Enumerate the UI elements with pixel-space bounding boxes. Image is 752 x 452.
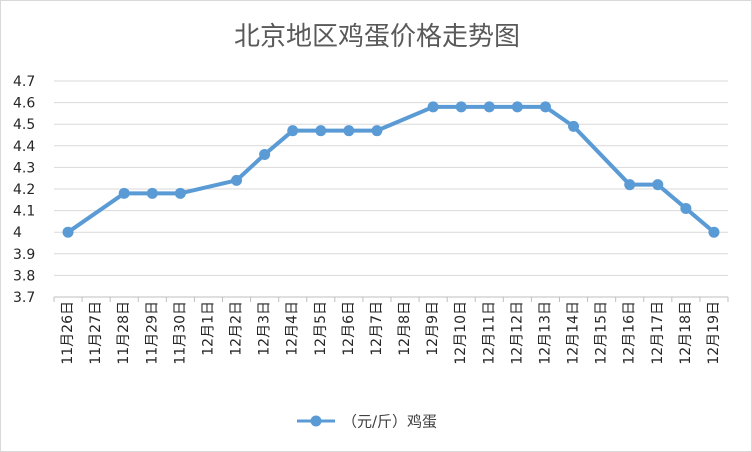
x-axis-ticks: 11月26日 11月27日 11月28日 11月29日 11月30日 12月1日 12月2日… (60, 301, 722, 365)
gridlines (54, 80, 728, 276)
x-tick-label: 12月18日 (678, 301, 694, 365)
y-tick-label: 4.5 (13, 117, 35, 133)
data-point[interactable] (174, 187, 186, 199)
data-point[interactable] (371, 125, 383, 137)
data-point[interactable] (62, 226, 74, 238)
x-tick-label: 12月8日 (397, 301, 413, 356)
series (62, 101, 720, 238)
axes (53, 296, 729, 302)
data-point[interactable] (287, 125, 299, 137)
data-point[interactable] (511, 101, 523, 113)
x-tick-label: 12月17日 (650, 301, 666, 365)
y-axis-ticks: 3.7 3.8 3.9 4 4.1 4.2 4.3 4.4 4.5 4.6 4.7 (13, 74, 35, 306)
x-tick-label: 12月14日 (566, 301, 582, 365)
data-point[interactable] (146, 187, 158, 199)
y-tick-label: 4.6 (13, 96, 35, 112)
data-point[interactable] (315, 125, 327, 137)
x-tick-label: 12月5日 (313, 301, 329, 356)
x-tick-label: 11月29日 (144, 301, 160, 365)
data-point[interactable] (680, 202, 692, 214)
x-tick-label: 11月27日 (88, 301, 104, 365)
x-tick-label: 12月15日 (594, 301, 610, 365)
x-tick-label: 12月13日 (537, 301, 553, 365)
y-tick-label: 4.2 (13, 182, 35, 198)
y-tick-label: 4.7 (13, 74, 35, 90)
y-tick-label: 3.8 (13, 268, 35, 284)
x-tick-label: 11月28日 (116, 301, 132, 365)
x-tick-label: 12月2日 (229, 301, 245, 356)
legend-point-marker (310, 415, 322, 427)
data-point[interactable] (343, 125, 355, 137)
chart-title: 北京地区鸡蛋价格走势图 (234, 22, 520, 52)
x-tick-label: 12月4日 (285, 301, 301, 356)
data-point[interactable] (568, 120, 580, 132)
x-tick-label: 12月1日 (200, 301, 216, 356)
data-point[interactable] (427, 101, 439, 113)
x-tick-label: 11月30日 (172, 301, 188, 365)
x-tick-label: 12月19日 (706, 301, 722, 365)
data-point[interactable] (483, 101, 495, 113)
y-tick-label: 4.3 (13, 160, 35, 176)
legend-label: （元/斤）鸡蛋 (342, 413, 437, 431)
data-point[interactable] (652, 179, 664, 191)
x-tick-label: 11月26日 (60, 301, 76, 365)
data-point[interactable] (539, 101, 551, 113)
data-point[interactable] (231, 174, 243, 186)
series-line (66, 104, 716, 235)
y-tick-label: 4 (13, 225, 22, 241)
data-point[interactable] (455, 101, 467, 113)
x-tick-label: 12月9日 (425, 301, 441, 356)
y-tick-label: 3.9 (13, 247, 35, 263)
data-point[interactable] (708, 226, 720, 238)
x-tick-label: 12月11日 (481, 301, 497, 365)
x-tick-label: 12月3日 (257, 301, 273, 356)
legend[interactable]: （元/斤）鸡蛋 (297, 413, 437, 431)
x-tick-label: 12月10日 (453, 301, 469, 365)
data-point[interactable] (118, 187, 130, 199)
x-tick-label: 12月7日 (369, 301, 385, 356)
data-point[interactable] (259, 148, 271, 160)
data-point[interactable] (624, 179, 636, 191)
x-tick-label: 12月12日 (509, 301, 525, 365)
y-tick-label: 4.1 (13, 204, 35, 220)
y-tick-label: 4.4 (13, 139, 35, 155)
x-tick-label: 12月16日 (622, 301, 638, 365)
y-tick-label: 3.7 (13, 290, 35, 306)
x-tick-label: 12月6日 (341, 301, 357, 356)
